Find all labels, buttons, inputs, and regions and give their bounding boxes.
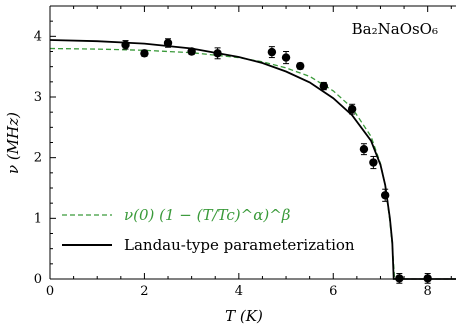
y-tick-label: 0 bbox=[34, 272, 42, 287]
data-point bbox=[380, 188, 390, 202]
x-axis-label: T (K) bbox=[225, 307, 263, 325]
x-tick-label: 6 bbox=[329, 284, 337, 299]
data-point bbox=[395, 273, 404, 284]
landau-curve bbox=[49, 39, 456, 280]
x-tick-label: 4 bbox=[235, 284, 243, 299]
x-tick-label: 8 bbox=[424, 284, 432, 299]
data-marker bbox=[359, 144, 369, 154]
series-layer bbox=[49, 38, 456, 284]
legend: ν(0) (1 − (T/Tc)^α)^β Landau-type parame… bbox=[62, 206, 355, 254]
data-marker bbox=[163, 38, 173, 48]
y-tick-label: 1 bbox=[34, 211, 42, 226]
data-point bbox=[163, 38, 173, 48]
data-point bbox=[213, 47, 222, 60]
y-tick-label: 3 bbox=[34, 90, 42, 105]
data-point bbox=[187, 47, 196, 56]
data-point bbox=[281, 51, 291, 65]
data-marker bbox=[296, 61, 305, 71]
data-marker bbox=[369, 158, 378, 167]
data-point bbox=[140, 49, 149, 58]
data-marker bbox=[267, 47, 277, 57]
axes: 0 2 4 6 8 0 1 2 3 4 bbox=[34, 5, 456, 299]
data-marker bbox=[281, 53, 291, 62]
data-point bbox=[319, 81, 329, 91]
x-tick-label: 0 bbox=[46, 284, 54, 299]
data-marker bbox=[395, 274, 404, 283]
legend-label-landau: Landau-type parameterization bbox=[124, 236, 355, 254]
data-point bbox=[369, 155, 378, 170]
y-tick-label: 2 bbox=[34, 151, 42, 166]
data-marker bbox=[319, 81, 329, 91]
data-marker bbox=[187, 47, 196, 56]
y-axis-label: ν (MHz) bbox=[4, 112, 22, 174]
data-marker bbox=[121, 40, 130, 50]
data-marker bbox=[347, 104, 357, 114]
data-marker bbox=[380, 191, 390, 200]
data-point bbox=[359, 143, 369, 156]
data-marker bbox=[140, 49, 149, 58]
y-tick-label: 4 bbox=[34, 29, 42, 44]
fit-curve bbox=[49, 47, 456, 280]
data-point bbox=[121, 40, 130, 50]
data-marker bbox=[213, 49, 222, 58]
data-point bbox=[347, 103, 357, 115]
data-point bbox=[267, 46, 277, 59]
chart-annotation: Ba₂NaOsO₆ bbox=[352, 20, 438, 38]
legend-label-fit: ν(0) (1 − (T/Tc)^α)^β bbox=[124, 206, 291, 224]
data-point bbox=[296, 61, 305, 71]
x-tick-label: 2 bbox=[140, 284, 148, 299]
